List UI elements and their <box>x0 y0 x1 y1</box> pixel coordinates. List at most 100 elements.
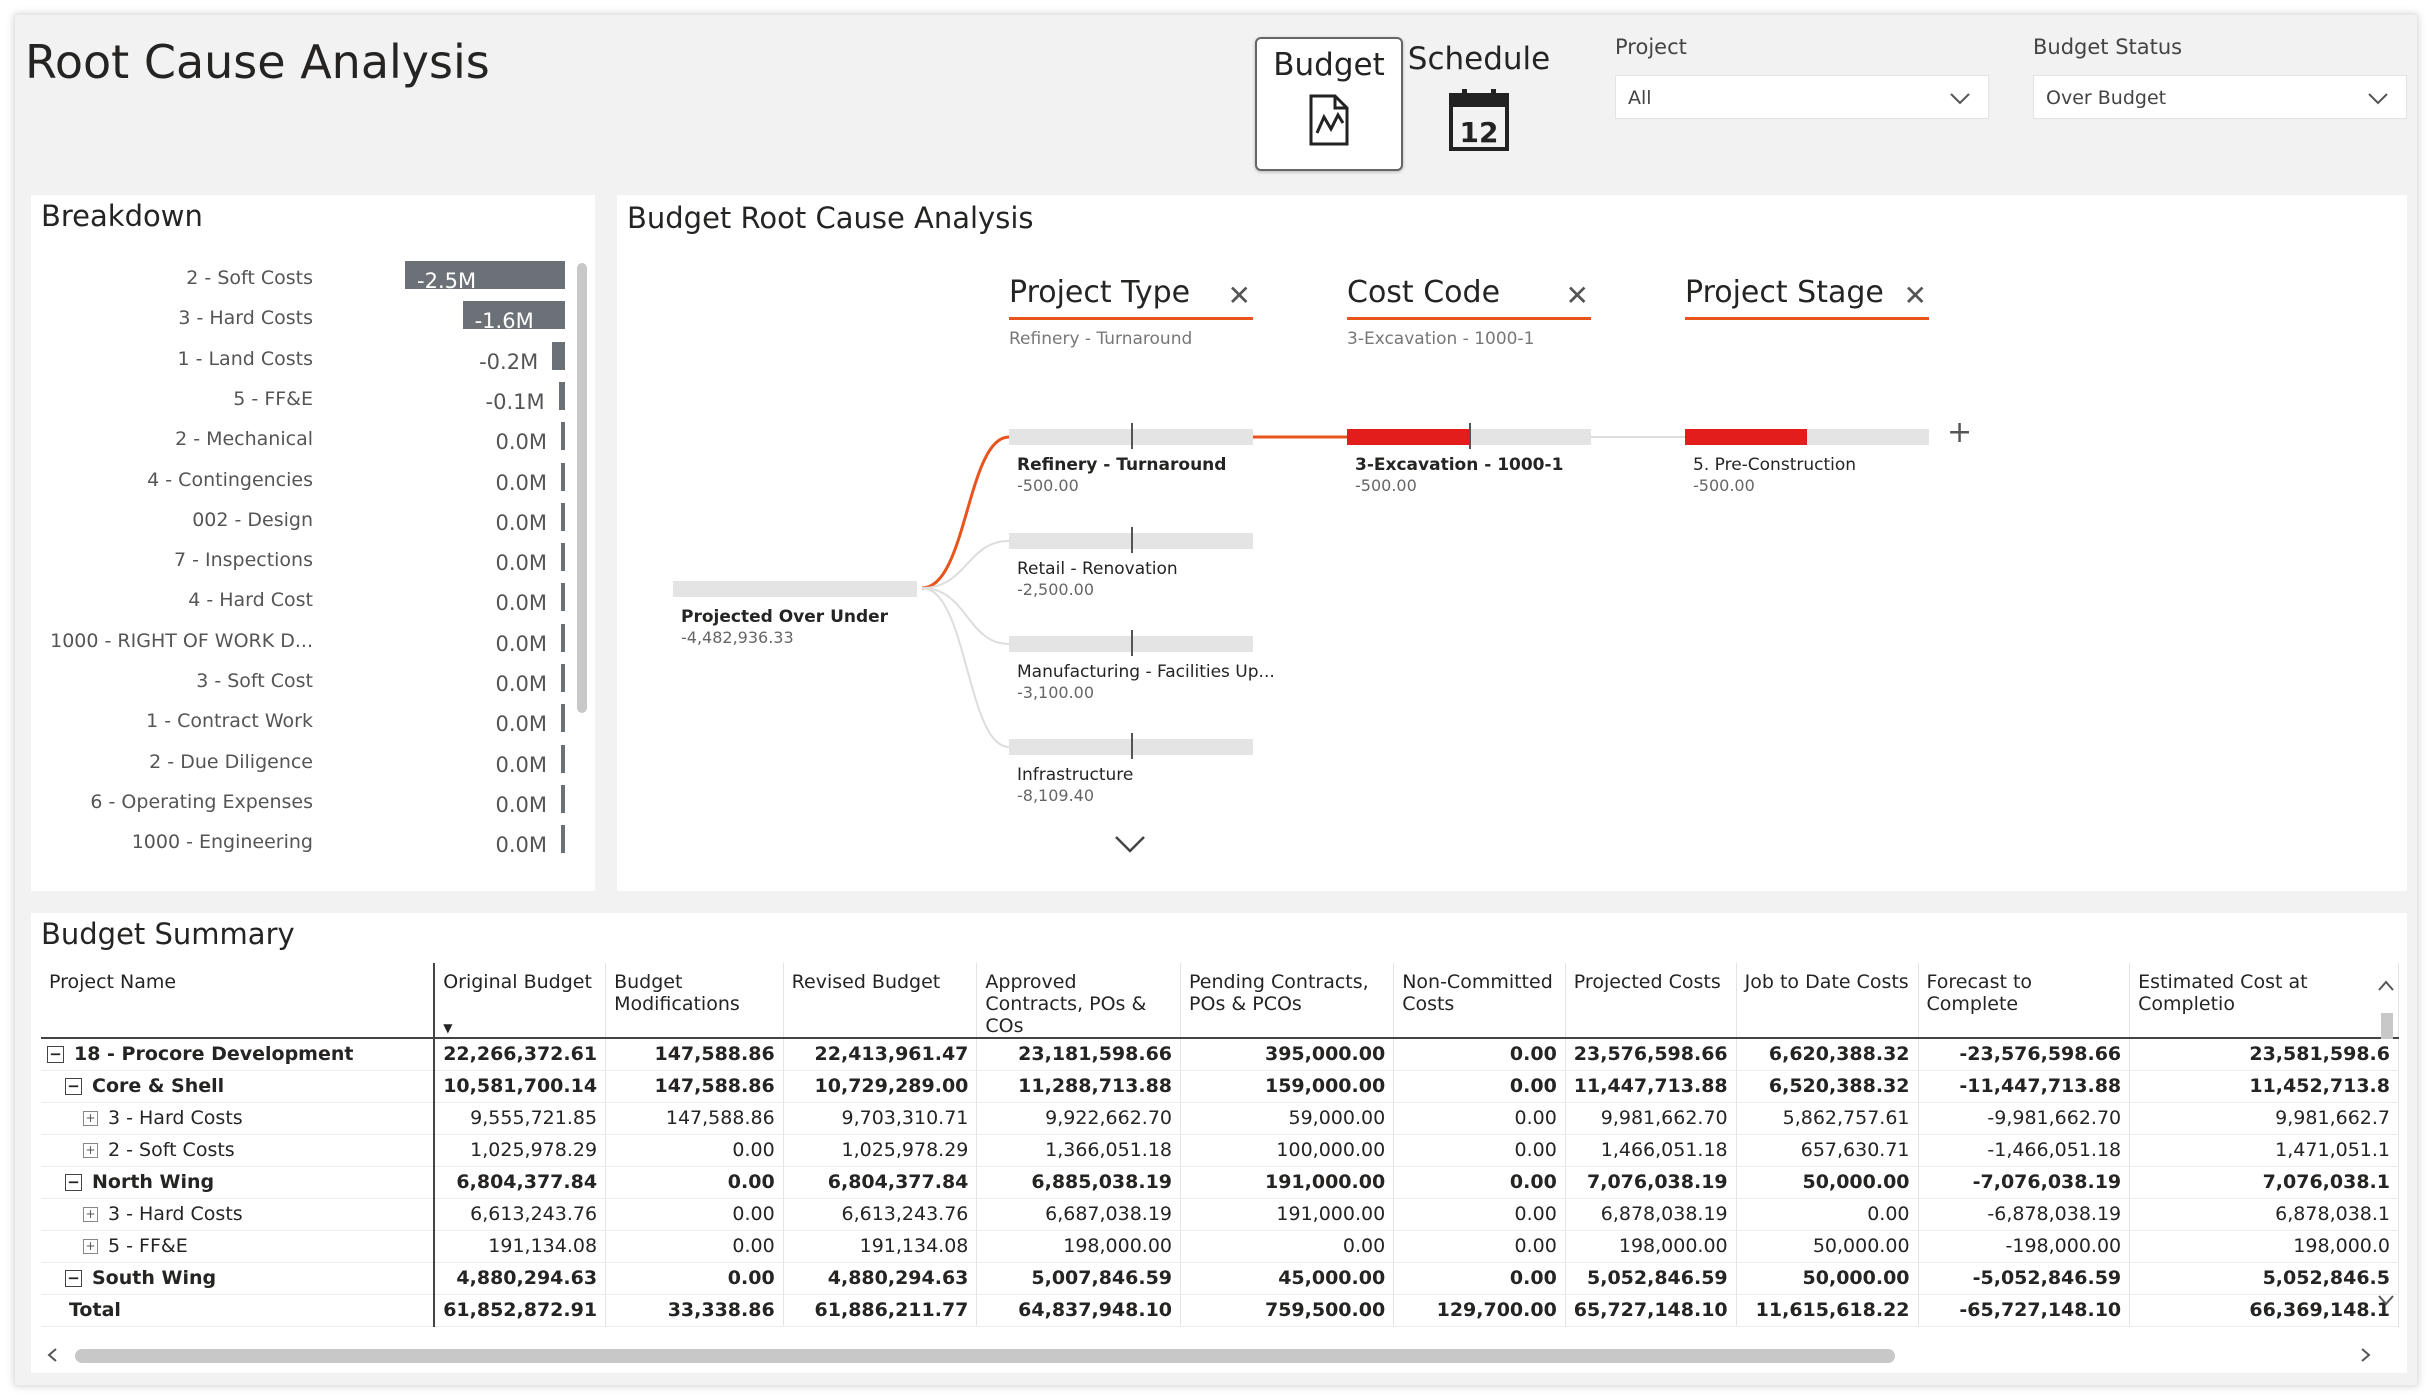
expand-icon[interactable]: + <box>83 1239 98 1254</box>
breakdown-row[interactable]: 1000 - Engineering 0.0M <box>31 823 591 863</box>
expand-icon[interactable]: + <box>83 1111 98 1126</box>
node-value: -3,100.00 <box>1017 683 1095 702</box>
column-header[interactable]: Projected Costs <box>1565 963 1737 1039</box>
table-row[interactable]: − South Wing 4,880,294.63 0.00 4,880,294.63 5… <box>41 1262 2399 1295</box>
column-header[interactable]: Original Budget ▼ <box>434 963 607 1039</box>
chevron-down-icon[interactable] <box>1113 833 1147 855</box>
column-header[interactable]: Pending Contracts, POs & PCOs <box>1180 963 1395 1039</box>
node-value: -500.00 <box>1693 476 1755 495</box>
value-cell: 657,630.71 <box>1736 1134 1919 1167</box>
column-header[interactable]: Revised Budget <box>783 963 978 1039</box>
value-cell: 0.00 <box>605 1230 784 1263</box>
breakdown-row[interactable]: 3 - Soft Cost 0.0M <box>31 662 591 702</box>
breakdown-row[interactable]: 2 - Due Diligence 0.0M <box>31 743 591 783</box>
column-header[interactable]: Project Name <box>41 963 436 1039</box>
collapse-icon[interactable]: − <box>47 1046 64 1064</box>
value-cell: 11,615,618.22 <box>1736 1293 1919 1327</box>
breakdown-row[interactable]: 6 - Operating Expenses 0.0M <box>31 783 591 823</box>
table-row[interactable]: −18 - Procore Development 22,266,372.61 14… <box>41 1038 2399 1071</box>
project-name-cell: − Core & Shell <box>41 1070 436 1103</box>
column-header[interactable]: Job to Date Costs <box>1736 963 1919 1039</box>
breakdown-row[interactable]: 4 - Contingencies 0.0M <box>31 461 591 501</box>
table-row[interactable]: − Core & Shell 10,581,700.14 147,588.86 10,7… <box>41 1070 2399 1103</box>
table-row[interactable]: +5 - FF&E 191,134.08 0.00 191,134.08 198,000… <box>41 1230 2399 1263</box>
value-cell: 5,052,846.59 <box>1565 1262 1737 1295</box>
breakdown-row[interactable]: 4 - Hard Cost 0.0M <box>31 581 591 621</box>
chevron-right-icon[interactable] <box>2357 1347 2373 1363</box>
value-cell: 9,981,662.7 <box>2129 1102 2399 1135</box>
level-title: Cost Code <box>1347 275 1501 310</box>
breakdown-scrollbar[interactable] <box>577 263 587 713</box>
column-header[interactable]: Approved Contracts, POs & COs <box>976 963 1182 1039</box>
table-hscrollbar[interactable] <box>75 1349 1895 1363</box>
project-dropdown[interactable]: All <box>1615 75 1989 119</box>
add-level-plus-icon[interactable]: + <box>1947 415 1973 450</box>
schedule-nav-button[interactable]: Schedule 12 <box>1405 37 1553 171</box>
total-row[interactable]: Total 61,852,872.91 33,338.86 61,886,211.77… <box>41 1293 2399 1327</box>
table-row[interactable]: +3 - Hard Costs 9,555,721.85 147,588.86 9,7… <box>41 1102 2399 1135</box>
breakdown-label: 3 - Hard Costs <box>178 307 313 330</box>
node-value: -8,109.40 <box>1017 786 1095 805</box>
breakdown-row[interactable]: 002 - Design 0.0M <box>31 501 591 541</box>
collapse-icon[interactable]: − <box>65 1270 82 1287</box>
project-slicer-label: Project <box>1615 35 1687 59</box>
expand-icon[interactable]: + <box>83 1143 98 1158</box>
breakdown-row[interactable]: 7 - Inspections 0.0M <box>31 541 591 581</box>
breakdown-row[interactable]: 2 - Mechanical 0.0M <box>31 420 591 460</box>
breakdown-row[interactable]: 2 - Soft Costs -2.5M <box>31 259 591 299</box>
value-cell: 759,500.00 <box>1180 1293 1395 1327</box>
value-cell: 4,880,294.63 <box>783 1262 978 1295</box>
table-row[interactable]: +3 - Hard Costs 6,613,243.76 0.00 6,613,243… <box>41 1198 2399 1231</box>
value-cell: 6,804,377.84 <box>783 1166 978 1199</box>
value-cell: 50,000.00 <box>1736 1230 1919 1263</box>
value-cell: -7,076,038.19 <box>1918 1166 2131 1199</box>
value-cell: 1,025,978.29 <box>434 1134 607 1167</box>
value-cell: 22,413,961.47 <box>783 1038 978 1071</box>
row-label: 3 - Hard Costs <box>108 1203 243 1225</box>
project-name-cell: +2 - Soft Costs <box>41 1134 436 1167</box>
chevron-down-icon[interactable] <box>2377 1293 2395 1307</box>
value-cell: -1,466,051.18 <box>1918 1134 2131 1167</box>
collapse-icon[interactable]: − <box>65 1174 82 1191</box>
value-cell: 0.00 <box>605 1166 784 1199</box>
sort-desc-icon[interactable]: ▼ <box>443 1021 453 1035</box>
expand-icon[interactable]: + <box>83 1207 98 1222</box>
chevron-down-icon <box>2368 93 2388 105</box>
column-header[interactable]: Estimated Cost at Completio <box>2129 963 2399 1039</box>
table-row[interactable]: +2 - Soft Costs 1,025,978.29 0.00 1,025,978… <box>41 1134 2399 1167</box>
value-cell: 0.00 <box>605 1262 784 1295</box>
column-header[interactable]: Budget Modifications <box>605 963 784 1039</box>
value-cell: 0.00 <box>1393 1262 1566 1295</box>
close-icon[interactable]: ✕ <box>1903 279 1927 312</box>
column-header[interactable]: Forecast to Complete <box>1918 963 2131 1039</box>
value-cell: 33,338.86 <box>605 1293 784 1327</box>
budget-summary-panel: Budget Summary Project Name Original Budg… <box>31 913 2407 1373</box>
breakdown-value: 0.0M <box>495 712 547 737</box>
column-header[interactable]: Non-Committed Costs <box>1393 963 1566 1039</box>
collapse-icon[interactable]: − <box>65 1078 82 1095</box>
budget-nav-button[interactable]: Budget <box>1255 37 1403 171</box>
value-cell: 191,134.08 <box>783 1230 978 1263</box>
table-vscroll-thumb[interactable] <box>2381 1013 2393 1039</box>
close-icon[interactable]: ✕ <box>1227 279 1251 312</box>
breakdown-row[interactable]: 1 - Contract Work 0.0M <box>31 702 591 742</box>
value-cell: 23,181,598.66 <box>976 1038 1182 1071</box>
chevron-up-icon[interactable] <box>2377 979 2395 993</box>
breakdown-row[interactable]: 1000 - RIGHT OF WORK D... 0.0M <box>31 622 591 662</box>
level-filter-text: Refinery - Turnaround <box>1009 329 1193 349</box>
table-row[interactable]: − North Wing 6,804,377.84 0.00 6,804,377.84 6… <box>41 1166 2399 1199</box>
value-cell: 6,687,038.19 <box>976 1198 1182 1231</box>
breakdown-row[interactable]: 5 - FF&E -0.1M <box>31 380 591 420</box>
value-cell: 65,727,148.10 <box>1565 1293 1737 1327</box>
breakdown-bar <box>561 664 565 692</box>
value-cell: -23,576,598.66 <box>1918 1038 2131 1071</box>
project-name-cell: +3 - Hard Costs <box>41 1198 436 1231</box>
budget-status-dropdown[interactable]: Over Budget <box>2033 75 2407 119</box>
budget-status-slicer: Budget Status Over Budget <box>2033 35 2407 119</box>
breakdown-row[interactable]: 1 - Land Costs -0.2M <box>31 340 591 380</box>
breakdown-value: -0.2M <box>479 349 539 374</box>
close-icon[interactable]: ✕ <box>1565 279 1589 312</box>
chevron-left-icon[interactable] <box>45 1347 61 1363</box>
breakdown-row[interactable]: 3 - Hard Costs -1.6M <box>31 299 591 339</box>
breakdown-value: 0.0M <box>495 833 547 858</box>
